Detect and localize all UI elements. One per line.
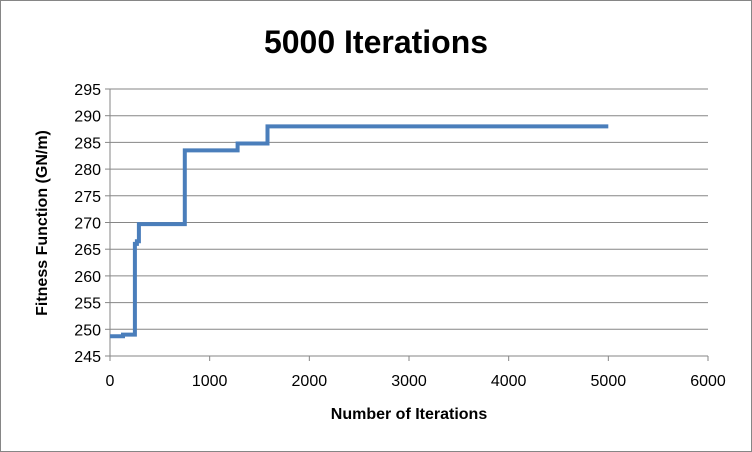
y-tick-label: 255	[74, 296, 101, 313]
y-tick-label: 280	[74, 162, 101, 179]
x-tick-label: 2000	[292, 373, 328, 390]
y-tick-label: 270	[74, 216, 101, 233]
y-tick-label: 245	[74, 349, 101, 366]
x-tick-label: 0	[106, 373, 115, 390]
x-tick-label: 6000	[690, 373, 726, 390]
y-tick-labels: 245 250 255 260 265 270 275 280 285 290 295	[74, 82, 101, 366]
y-tick-label: 250	[74, 322, 101, 339]
x-tick-labels: 0 1000 2000 3000 4000 5000 6000	[106, 373, 726, 390]
chart-title: 5000 Iterations	[264, 24, 488, 60]
y-tick-label: 285	[74, 135, 101, 152]
y-tick-label: 295	[74, 82, 101, 99]
x-tick-label: 1000	[192, 373, 228, 390]
data-series	[110, 124, 609, 339]
x-tick-label: 4000	[491, 373, 527, 390]
x-tick-label: 5000	[591, 373, 627, 390]
x-axis-label: Number of Iterations	[331, 406, 488, 423]
y-tick-label: 265	[74, 242, 101, 259]
y-tick-label: 290	[74, 109, 101, 126]
x-tick-label: 3000	[391, 373, 427, 390]
y-tick-label: 260	[74, 269, 101, 286]
series-line	[110, 124, 609, 339]
y-tick-label: 275	[74, 189, 101, 206]
y-axis-label: Fitness Function (GN/m)	[34, 130, 51, 316]
axes	[105, 88, 709, 361]
gridlines	[110, 88, 708, 330]
